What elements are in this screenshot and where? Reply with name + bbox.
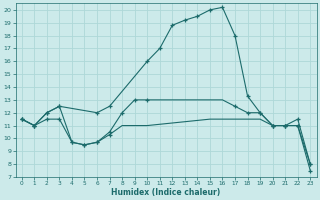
X-axis label: Humidex (Indice chaleur): Humidex (Indice chaleur) — [111, 188, 221, 197]
